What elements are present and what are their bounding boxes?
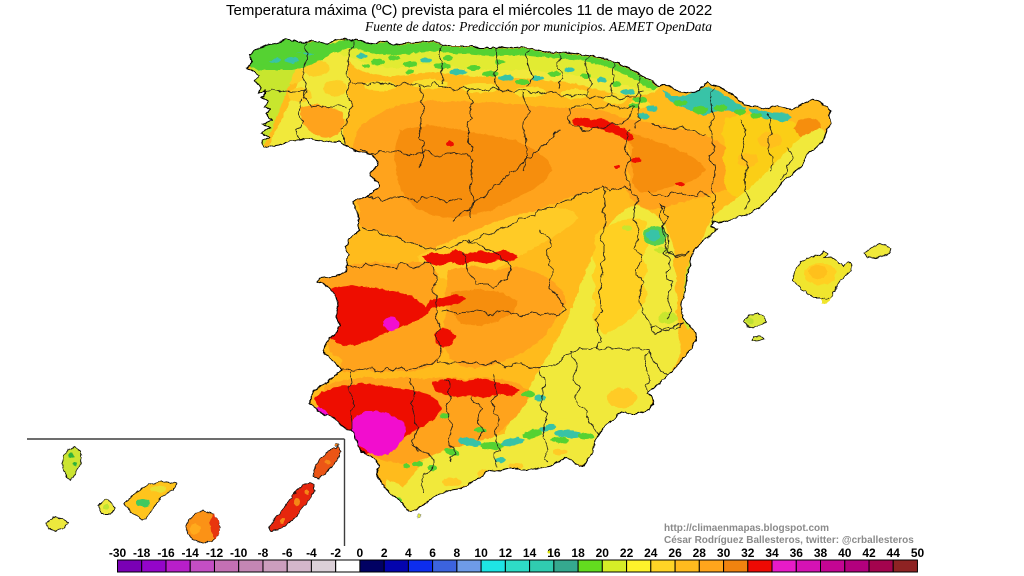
svg-text:2: 2 — [381, 546, 388, 560]
svg-text:-10: -10 — [230, 546, 248, 560]
svg-text:-2: -2 — [330, 546, 341, 560]
svg-text:18: 18 — [571, 546, 585, 560]
svg-text:-12: -12 — [206, 546, 224, 560]
svg-text:-8: -8 — [258, 546, 269, 560]
svg-text:44: 44 — [887, 546, 901, 560]
svg-text:34: 34 — [765, 546, 779, 560]
svg-text:4: 4 — [405, 546, 412, 560]
svg-text:14: 14 — [523, 546, 537, 560]
svg-text:50: 50 — [911, 546, 925, 560]
svg-text:42: 42 — [862, 546, 876, 560]
svg-text:40: 40 — [838, 546, 852, 560]
svg-text:20: 20 — [596, 546, 610, 560]
svg-text:-14: -14 — [182, 546, 200, 560]
svg-text:-4: -4 — [306, 546, 317, 560]
svg-text:12: 12 — [499, 546, 513, 560]
svg-text:22: 22 — [620, 546, 634, 560]
svg-text:0: 0 — [357, 546, 364, 560]
svg-text:36: 36 — [790, 546, 804, 560]
svg-text:-30: -30 — [109, 546, 127, 560]
svg-text:26: 26 — [668, 546, 682, 560]
svg-text:28: 28 — [693, 546, 707, 560]
svg-text:30: 30 — [717, 546, 731, 560]
svg-text:-16: -16 — [157, 546, 175, 560]
svg-text:38: 38 — [814, 546, 828, 560]
svg-text:16: 16 — [547, 546, 561, 560]
svg-text:10: 10 — [474, 546, 488, 560]
svg-text:24: 24 — [644, 546, 658, 560]
svg-text:6: 6 — [429, 546, 436, 560]
svg-text:32: 32 — [741, 546, 755, 560]
svg-text:-6: -6 — [282, 546, 293, 560]
svg-text:8: 8 — [454, 546, 461, 560]
svg-text:-18: -18 — [133, 546, 151, 560]
